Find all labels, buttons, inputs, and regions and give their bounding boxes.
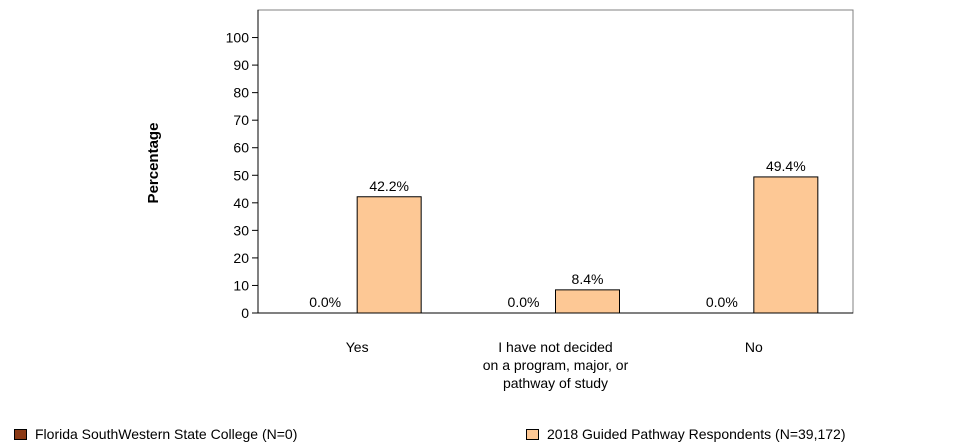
y-tick-label: 0 [241,305,249,321]
data-label: 0.0% [508,294,540,310]
y-tick-label: 80 [233,85,249,101]
legend-swatch-respondents [526,428,539,440]
y-tick-label: 10 [233,277,249,293]
y-tick-label: 40 [233,195,249,211]
y-tick-label: 60 [233,140,249,156]
x-tick-label: I have not decided [498,339,612,355]
bar [753,176,819,314]
y-tick-label: 50 [233,167,249,183]
legend-item-respondents: 2018 Guided Pathway Respondents (N=39,17… [526,426,845,442]
y-tick-label: 90 [233,57,249,73]
y-axis-title: Percentage [145,123,162,204]
legend-swatch-college [14,428,27,440]
y-tick-label: 100 [226,30,250,46]
data-label: 0.0% [706,294,738,310]
bar [356,196,422,314]
legend-item-college: Florida SouthWestern State College (N=0) [14,426,297,442]
data-label: 0.0% [309,294,341,310]
y-tick-label: 30 [233,222,249,238]
x-tick-label: on a program, major, or [483,357,629,373]
bar [555,289,620,314]
legend-label-college: Florida SouthWestern State College (N=0) [35,426,298,442]
y-tick-label: 20 [233,250,249,266]
x-tick-label: Yes [346,339,369,355]
bar-chart: 0 10 20 30 40 50 60 70 80 90 100 Percentage 0.0% 42.2… [145,9,854,391]
data-label: 42.2% [369,178,409,194]
data-label: 49.4% [766,158,806,174]
x-tick-label: pathway of study [503,375,608,391]
legend-label-respondents: 2018 Guided Pathway Respondents (N=39,17… [547,426,846,442]
y-tick-label: 70 [233,112,249,128]
data-label: 8.4% [572,271,604,287]
x-tick-label: No [745,339,763,355]
